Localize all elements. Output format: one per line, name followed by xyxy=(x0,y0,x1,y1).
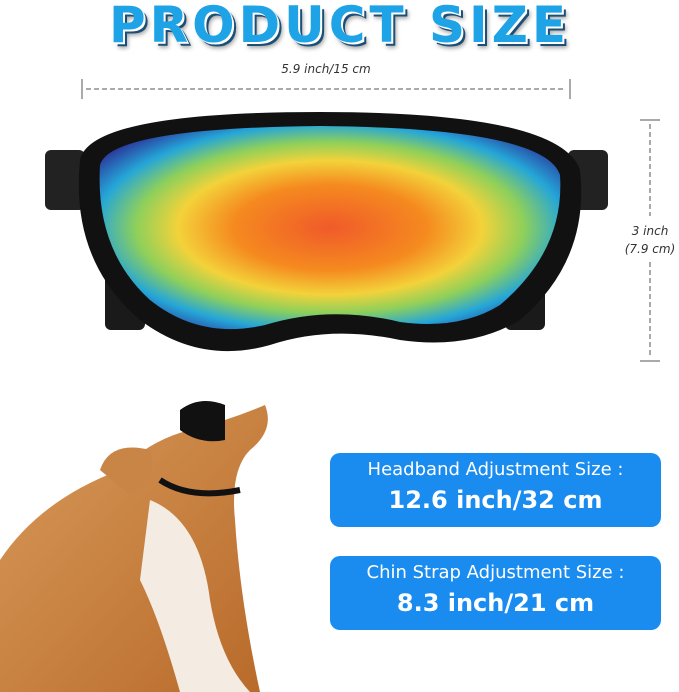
chin-strap-value: 8.3 inch/21 cm xyxy=(396,589,595,617)
chin-strap-size-box: Chin Strap Adjustment Size : 8.3 inch/21… xyxy=(330,556,661,630)
page-title: PRODUCT SIZE xyxy=(109,0,570,54)
height-cm: (7.9 cm) xyxy=(624,242,676,256)
width-label: 5.9 inch/15 cm xyxy=(281,62,371,76)
chin-strap-label: Chin Strap Adjustment Size : xyxy=(366,562,625,583)
height-label: 3 inch (7.9 cm) xyxy=(612,222,679,258)
headband-value: 12.6 inch/32 cm xyxy=(388,486,603,514)
height-dimension-line xyxy=(640,119,660,362)
dog-wearing-goggles-image xyxy=(0,401,268,692)
width-dimension-line xyxy=(81,79,571,99)
goggles-image xyxy=(45,112,608,352)
headband-label: Headband Adjustment Size : xyxy=(367,459,624,480)
height-inch: 3 inch xyxy=(631,224,669,238)
headband-size-box: Headband Adjustment Size : 12.6 inch/32 … xyxy=(330,453,661,527)
